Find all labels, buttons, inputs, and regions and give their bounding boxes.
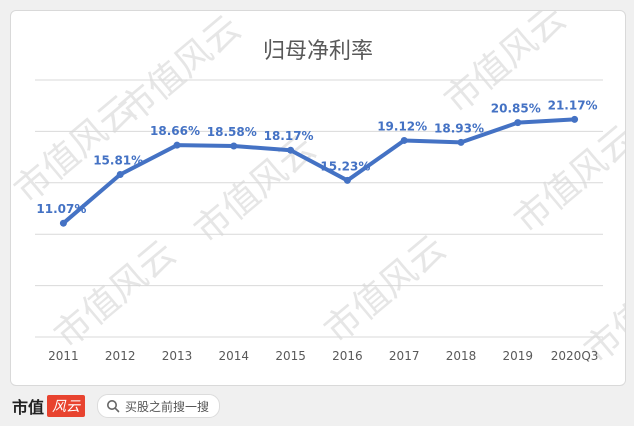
data-label: 20.85% xyxy=(491,102,541,116)
data-point-2018 xyxy=(457,138,465,146)
data-label: 15.81% xyxy=(93,153,143,167)
data-label: 15.23% xyxy=(320,159,370,173)
x-axis-ticks: 2011 2012 2013 2014 2015 2016 2017 2018 2019 2020… xyxy=(48,349,598,363)
data-points xyxy=(59,115,579,227)
x-tick-label: 2017 xyxy=(389,349,420,363)
search-icon xyxy=(107,400,120,413)
search-pill[interactable]: 买股之前搜一搜 xyxy=(97,394,221,418)
brand-logo-text: 市值 xyxy=(12,398,45,417)
grid-lines xyxy=(35,79,603,338)
search-text: 买股之前搜一搜 xyxy=(125,399,210,414)
data-label: 18.66% xyxy=(150,124,200,138)
x-tick-label: 2015 xyxy=(275,349,306,363)
brand-logo-mark: 风云 xyxy=(47,395,86,417)
x-tick-label: 2011 xyxy=(48,349,79,363)
chart-title: 归母净利率 xyxy=(262,39,373,64)
x-tick-label: 2013 xyxy=(162,349,193,363)
data-label: 18.58% xyxy=(207,125,257,139)
data-point-2014 xyxy=(230,142,238,150)
data-label: 21.17% xyxy=(548,98,598,112)
data-point-2011 xyxy=(59,219,67,227)
data-point-2015 xyxy=(287,146,295,154)
x-tick-label: 2018 xyxy=(446,349,477,363)
data-labels: 11.07% 15.81% 18.66% 18.58% 18.17% 15.23% 19.1… xyxy=(36,98,597,216)
x-tick-label: 2019 xyxy=(503,349,534,363)
x-tick-label: 2020Q3 xyxy=(551,349,599,363)
series-path xyxy=(61,117,577,226)
data-point-2012 xyxy=(116,170,124,178)
x-tick-label: 2014 xyxy=(219,349,250,363)
data-point-2019 xyxy=(514,119,522,127)
data-label: 11.07% xyxy=(36,202,86,216)
data-label: 19.12% xyxy=(377,119,427,133)
data-point-2016 xyxy=(343,176,351,184)
data-point-2013 xyxy=(173,141,181,149)
chart-card: 市值风云 市值风云 市值风云 市值风云 市值风云 市值风云 市值风云 市值风云 … xyxy=(10,10,626,386)
footer: 市值 风云 买股之前搜一搜 xyxy=(12,394,221,418)
data-point-2017 xyxy=(400,136,408,144)
series-line xyxy=(61,117,577,226)
x-tick-label: 2012 xyxy=(105,349,136,363)
data-label: 18.93% xyxy=(434,121,484,135)
data-point-2020q3 xyxy=(571,115,579,123)
data-label: 18.17% xyxy=(264,129,314,143)
x-tick-label: 2016 xyxy=(332,349,363,363)
line-chart: 11.07% 15.81% 18.66% 18.58% 18.17% 15.23% 19.1… xyxy=(35,79,603,363)
